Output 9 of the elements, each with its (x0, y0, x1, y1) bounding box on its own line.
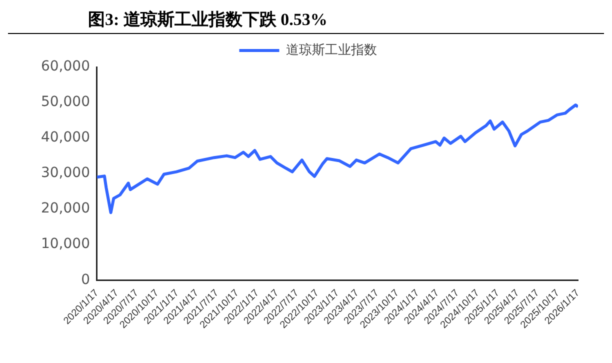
y-tick-label: 0 (81, 272, 90, 288)
y-tick-label: 30,000 (40, 165, 90, 182)
y-tick-label: 20,000 (40, 200, 90, 217)
chart-title: 图3: 道琼斯工业指数下跌 0.53% (8, 8, 604, 34)
y-tick-label: 10,000 (40, 236, 90, 252)
y-tick-label: 40,000 (40, 130, 90, 146)
y-tick-label: 60,000 (40, 58, 90, 75)
legend-label: 道琼斯工业指数 (286, 42, 377, 58)
y-tick-label: 50,000 (40, 94, 90, 110)
